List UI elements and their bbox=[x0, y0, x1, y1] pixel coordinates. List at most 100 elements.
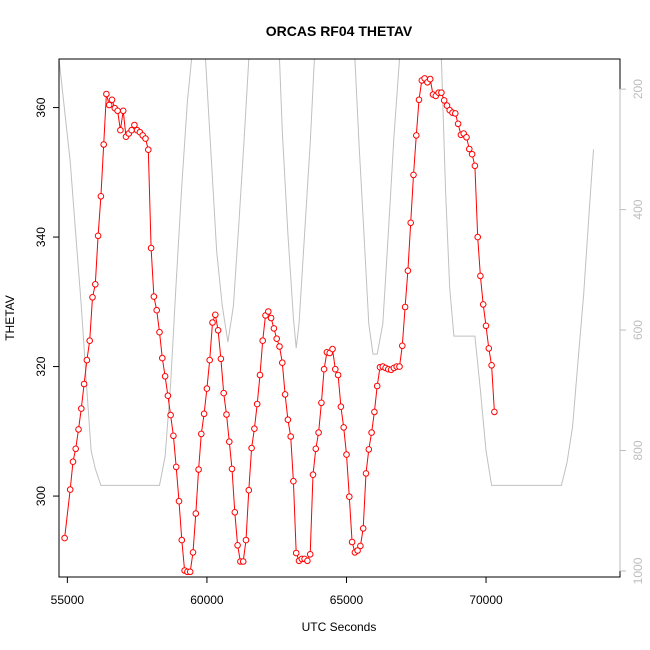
data-point bbox=[83, 356, 91, 364]
data-point bbox=[248, 444, 255, 452]
data-point bbox=[147, 244, 155, 252]
x-tick-label: 70000 bbox=[469, 593, 503, 607]
data-point bbox=[164, 392, 172, 400]
data-point bbox=[362, 470, 370, 477]
data-point bbox=[239, 558, 247, 565]
data-point bbox=[170, 432, 177, 440]
data-point bbox=[245, 486, 253, 494]
data-point bbox=[172, 463, 180, 471]
data-point bbox=[471, 162, 479, 170]
data-point bbox=[167, 411, 174, 419]
data-point bbox=[226, 438, 233, 446]
data-point bbox=[343, 451, 350, 458]
data-point bbox=[92, 281, 99, 288]
data-point bbox=[145, 146, 152, 153]
x-axis: 55000 60000 65000 70000 bbox=[51, 576, 503, 607]
y-tick-label: 300 bbox=[34, 486, 48, 506]
data-point bbox=[159, 354, 166, 362]
data-point bbox=[72, 445, 79, 453]
data-point bbox=[468, 150, 476, 158]
x-tick-label: 55000 bbox=[51, 593, 85, 607]
data-point bbox=[69, 458, 77, 466]
data-point bbox=[220, 389, 227, 397]
data-point bbox=[217, 355, 225, 363]
data-point bbox=[119, 107, 127, 115]
data-point bbox=[80, 380, 88, 388]
data-point bbox=[273, 335, 281, 343]
data-point bbox=[89, 294, 96, 301]
series-layer bbox=[61, 75, 498, 576]
data-point bbox=[270, 325, 278, 332]
data-point bbox=[153, 306, 160, 314]
data-point bbox=[466, 145, 473, 153]
data-point bbox=[354, 547, 361, 554]
data-point bbox=[290, 477, 297, 485]
data-point bbox=[396, 363, 403, 370]
data-point bbox=[415, 96, 423, 104]
data-point bbox=[142, 135, 149, 142]
data-point bbox=[228, 465, 236, 473]
data-point bbox=[284, 416, 292, 424]
data-point bbox=[491, 408, 498, 416]
data-point bbox=[150, 293, 158, 300]
data-point bbox=[231, 509, 239, 516]
data-point bbox=[209, 319, 216, 326]
data-point bbox=[97, 193, 105, 200]
data-point bbox=[477, 272, 484, 280]
y2-tick-label: 600 bbox=[631, 320, 645, 340]
data-point bbox=[86, 337, 93, 345]
data-point bbox=[195, 466, 202, 473]
data-point bbox=[346, 493, 353, 501]
data-point bbox=[340, 424, 348, 431]
data-point bbox=[117, 126, 124, 134]
y2-tick-label: 400 bbox=[631, 199, 645, 219]
data-point bbox=[407, 219, 415, 227]
data-point bbox=[78, 405, 85, 412]
data-point bbox=[315, 429, 322, 436]
chart-title: ORCAS RF04 THETAV bbox=[266, 23, 413, 39]
y-tick-label: 320 bbox=[34, 356, 48, 376]
data-point bbox=[203, 385, 211, 392]
data-point bbox=[161, 373, 169, 380]
data-point bbox=[359, 525, 367, 532]
data-point bbox=[128, 126, 135, 134]
y-tick-label: 340 bbox=[34, 227, 48, 247]
data-point bbox=[186, 568, 194, 576]
y2-tick-label: 800 bbox=[631, 440, 645, 460]
y-axis: 300 320 340 360 bbox=[34, 97, 59, 506]
y-axis-label: THETAV bbox=[3, 295, 17, 341]
data-point bbox=[66, 486, 74, 493]
data-point bbox=[365, 446, 373, 453]
data-point bbox=[192, 510, 200, 517]
y2-axis-pressure: 200 400 600 800 1000 bbox=[619, 79, 645, 584]
data-point bbox=[212, 311, 219, 319]
data-point bbox=[320, 365, 328, 373]
y2-tick-label: 1000 bbox=[631, 557, 645, 584]
data-point bbox=[189, 549, 197, 556]
data-point bbox=[259, 337, 267, 345]
data-point bbox=[485, 345, 493, 352]
data-point bbox=[454, 120, 462, 128]
data-point bbox=[103, 90, 110, 98]
data-point bbox=[371, 408, 378, 416]
y-tick-label: 360 bbox=[34, 97, 48, 117]
data-point bbox=[276, 343, 283, 350]
data-point bbox=[279, 359, 286, 367]
data-point bbox=[100, 141, 107, 148]
data-point bbox=[223, 411, 230, 418]
data-point bbox=[404, 267, 412, 275]
data-point bbox=[304, 557, 311, 565]
data-point bbox=[292, 549, 300, 557]
data-point bbox=[234, 542, 241, 549]
data-point bbox=[309, 471, 317, 479]
data-point bbox=[105, 101, 113, 109]
data-point bbox=[334, 371, 342, 379]
data-point bbox=[242, 536, 250, 544]
data-point bbox=[452, 110, 459, 117]
data-point bbox=[131, 121, 138, 129]
data-point bbox=[312, 445, 320, 453]
data-point bbox=[332, 365, 339, 373]
data-point bbox=[156, 328, 163, 336]
